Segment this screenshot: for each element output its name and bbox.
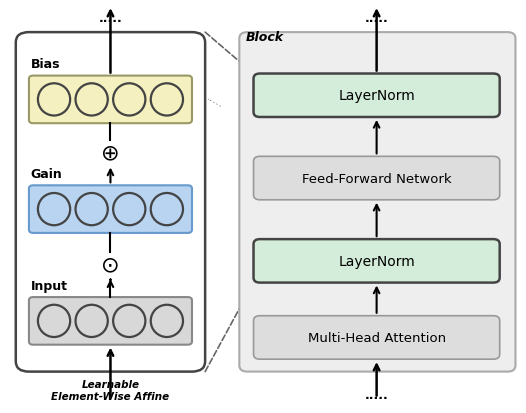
FancyBboxPatch shape xyxy=(254,74,500,118)
Text: ⊙: ⊙ xyxy=(101,254,120,274)
Ellipse shape xyxy=(113,305,145,337)
FancyBboxPatch shape xyxy=(29,297,192,345)
FancyBboxPatch shape xyxy=(29,186,192,233)
Text: Learnable
Element-Wise Affine: Learnable Element-Wise Affine xyxy=(52,380,169,401)
Text: .....: ..... xyxy=(204,93,225,110)
Text: Gain: Gain xyxy=(31,168,62,181)
Text: Feed-Forward Network: Feed-Forward Network xyxy=(302,172,451,185)
Ellipse shape xyxy=(113,194,145,225)
Text: Input: Input xyxy=(31,279,67,292)
Ellipse shape xyxy=(151,84,183,116)
FancyBboxPatch shape xyxy=(254,240,500,283)
Ellipse shape xyxy=(38,194,70,225)
Ellipse shape xyxy=(76,194,108,225)
Ellipse shape xyxy=(151,194,183,225)
Text: Block: Block xyxy=(246,31,284,44)
Text: .....: ..... xyxy=(365,388,389,401)
Ellipse shape xyxy=(113,84,145,116)
Ellipse shape xyxy=(38,305,70,337)
Text: Bias: Bias xyxy=(31,58,60,71)
Text: LayerNorm: LayerNorm xyxy=(338,254,415,268)
Text: LayerNorm: LayerNorm xyxy=(338,89,415,103)
Ellipse shape xyxy=(76,305,108,337)
Ellipse shape xyxy=(38,84,70,116)
FancyBboxPatch shape xyxy=(254,316,500,359)
Text: .....: ..... xyxy=(98,12,123,25)
Text: ⊕: ⊕ xyxy=(101,143,120,163)
FancyBboxPatch shape xyxy=(239,33,515,372)
Text: .....: ..... xyxy=(365,12,389,25)
Text: Multi-Head Attention: Multi-Head Attention xyxy=(308,331,446,344)
Ellipse shape xyxy=(151,305,183,337)
FancyBboxPatch shape xyxy=(16,33,205,372)
FancyBboxPatch shape xyxy=(29,76,192,124)
Ellipse shape xyxy=(76,84,108,116)
FancyBboxPatch shape xyxy=(254,157,500,200)
